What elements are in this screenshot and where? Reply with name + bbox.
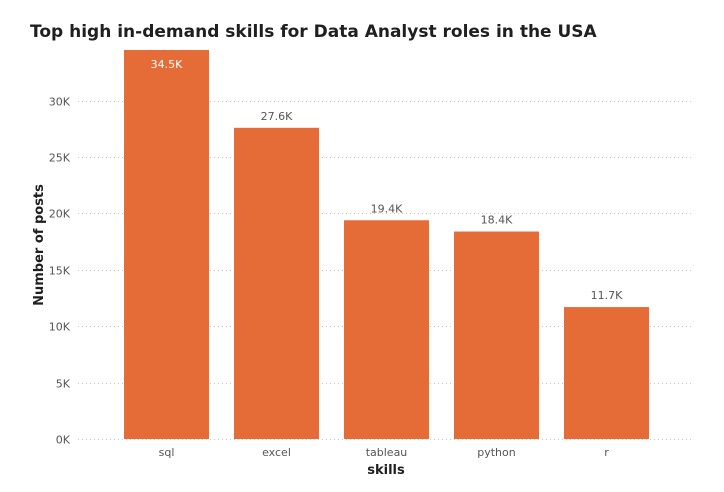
x-axis-ticks: sql excel tableau python r [159, 446, 610, 459]
x-tick-label-python: python [477, 446, 516, 459]
y-axis-ticks: 0K 5K 10K 15K 20K 25K 30K [49, 96, 71, 447]
bar-tableau [344, 220, 429, 439]
y-tick-label: 0K [56, 434, 71, 447]
data-label-r: 11.7K [591, 289, 623, 302]
y-tick-label: 25K [49, 152, 71, 165]
y-tick-label: 20K [49, 208, 71, 221]
bar-sql [124, 50, 209, 439]
data-label-python: 18.4K [481, 214, 513, 227]
y-tick-label: 15K [49, 265, 71, 278]
y-tick-label: 5K [56, 378, 71, 391]
x-axis-title: skills [367, 463, 405, 478]
x-tick-label-sql: sql [159, 446, 175, 459]
data-label-sql: 34.5K [151, 58, 183, 71]
y-tick-label: 30K [49, 96, 71, 109]
chart-title: Top high in-demand skills for Data Analy… [30, 22, 598, 42]
y-tick-label: 10K [49, 321, 71, 334]
y-axis-title: Number of posts [32, 184, 47, 306]
x-tick-label-excel: excel [262, 446, 291, 459]
bar-r [564, 307, 649, 439]
x-tick-label-r: r [604, 446, 609, 459]
bars [124, 50, 649, 440]
bar-python [454, 231, 539, 439]
data-labels: 34.5K 27.6K 19.4K 18.4K 11.7K [151, 58, 623, 302]
bar-excel [234, 127, 319, 440]
x-tick-label-tableau: tableau [366, 446, 408, 459]
data-label-excel: 27.6K [261, 110, 293, 123]
data-label-tableau: 19.4K [371, 202, 403, 215]
